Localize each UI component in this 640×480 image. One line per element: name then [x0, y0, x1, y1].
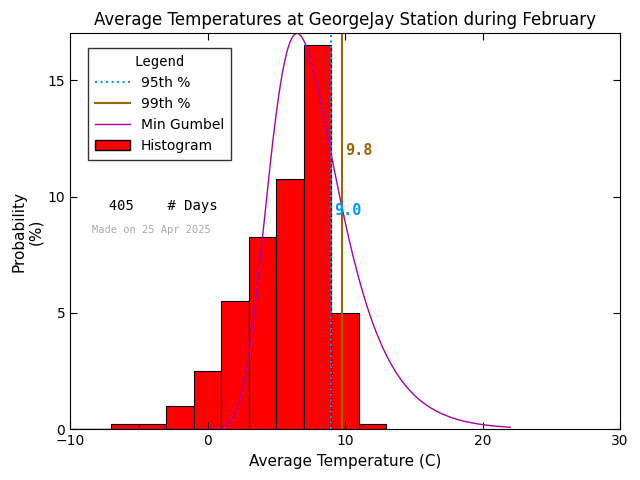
Text: 9.0: 9.0 [334, 203, 362, 218]
Bar [194, 371, 221, 430]
Bar [249, 237, 276, 430]
X-axis label: Average Temperature (C): Average Temperature (C) [249, 454, 442, 469]
Bar [359, 424, 387, 430]
Y-axis label: Probability
(%): Probability (%) [11, 191, 44, 272]
Bar [304, 45, 332, 430]
Bar [111, 424, 139, 430]
Legend: 95th %, 99th %, Min Gumbel, Histogram: 95th %, 99th %, Min Gumbel, Histogram [88, 48, 231, 160]
Bar [276, 179, 304, 430]
Bar [332, 313, 359, 430]
Text: 9.8: 9.8 [345, 143, 372, 157]
Bar [166, 406, 194, 430]
Bar [139, 424, 166, 430]
Title: Average Temperatures at GeorgeJay Station during February: Average Temperatures at GeorgeJay Statio… [94, 11, 596, 29]
Text: 405    # Days: 405 # Days [92, 199, 218, 213]
Bar [221, 301, 249, 430]
Text: Made on 25 Apr 2025: Made on 25 Apr 2025 [92, 226, 211, 235]
